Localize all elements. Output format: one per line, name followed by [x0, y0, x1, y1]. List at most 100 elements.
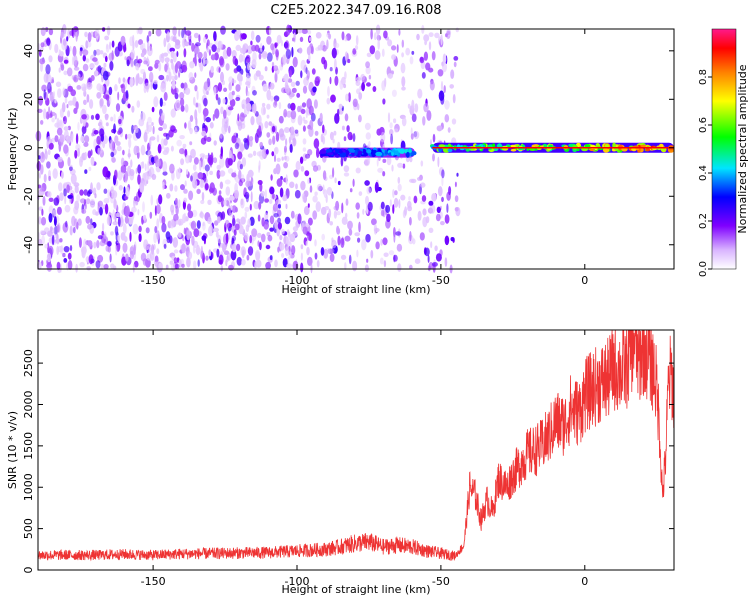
spectrogram-cell	[174, 74, 178, 81]
spectrogram-cell	[172, 237, 178, 248]
spectrogram-cell	[284, 216, 291, 225]
spectrogram-cell	[429, 204, 436, 214]
spectrogram-cell	[237, 151, 243, 160]
spectrogram-cell	[185, 154, 190, 164]
spectrogram-cell	[58, 136, 64, 147]
spectrogram-cell	[231, 50, 237, 59]
spectrogram-cell	[125, 90, 129, 99]
spectrogram-cell	[227, 106, 234, 111]
spectrogram-cell	[352, 48, 357, 55]
spectrogram-cell	[245, 224, 250, 233]
spectrogram-cell	[207, 218, 212, 225]
spectrogram-cell	[66, 104, 69, 109]
spectrogram-cell	[158, 262, 163, 270]
spectrogram-cell	[370, 249, 374, 259]
spectrogram-cell	[272, 203, 279, 212]
spectrogram-cell	[375, 241, 380, 250]
spectrogram-cell	[67, 29, 71, 39]
spectrogram-cell	[252, 90, 257, 96]
spectrogram-cell	[387, 112, 391, 123]
spectrogram-cell	[314, 130, 319, 136]
spectrogram-cell	[48, 205, 54, 215]
spectrogram-cell	[352, 178, 355, 187]
spectrogram-cell	[126, 59, 130, 67]
spectrogram-cell	[255, 70, 261, 77]
spectrogram-cell	[297, 213, 302, 225]
spectrogram-cell	[219, 170, 226, 177]
spectrogram-cell	[58, 67, 61, 73]
spectrogram-cell	[39, 187, 45, 192]
spectrogram-cell	[265, 149, 269, 155]
spectrogram-cell	[48, 28, 54, 36]
spectrogram-cell	[312, 86, 317, 93]
spectrogram-cell	[105, 245, 110, 252]
spectrogram-cell	[97, 235, 103, 240]
spectrogram-cell	[391, 89, 397, 98]
spectrogram-x-tick-label: -100	[285, 274, 310, 287]
spectrogram-cell	[161, 222, 167, 233]
spectrogram-cell	[396, 44, 399, 53]
spectrogram-cell	[443, 85, 446, 94]
spectrogram-cell	[275, 199, 282, 205]
spectrogram-cell	[163, 138, 168, 146]
spectrogram-cell	[111, 40, 115, 48]
tone-cell	[399, 150, 405, 154]
spectrogram-cell	[374, 50, 381, 60]
snr-frame	[37, 329, 675, 571]
spectrogram-cell	[226, 46, 232, 57]
spectrogram-cell	[171, 75, 175, 81]
spectrogram-cell	[48, 212, 53, 223]
spectrogram-cell	[162, 123, 167, 130]
spectrogram-cell	[261, 51, 268, 59]
spectrogram-cell	[370, 28, 373, 40]
spectrogram-cell	[203, 178, 208, 185]
spectrogram-cell	[332, 167, 335, 178]
spectrogram-cell	[134, 126, 139, 134]
spectrogram-cell	[350, 135, 353, 140]
spectrogram-cell	[79, 189, 84, 196]
spectrogram-cell	[376, 128, 382, 136]
spectrogram-cell	[87, 223, 93, 230]
spectrogram-cell	[48, 106, 51, 115]
spectrogram-cell	[352, 133, 356, 142]
spectrogram-cell	[453, 61, 457, 68]
spectrogram-cell	[186, 256, 191, 268]
spectrogram-cell	[104, 203, 109, 215]
spectrogram-cell	[286, 263, 293, 269]
spectrogram-cell	[343, 136, 347, 142]
spectrogram-y-ticks: -40 -20 0 20 40	[22, 44, 674, 254]
spectrogram-cell	[303, 119, 308, 124]
spectrogram-cell	[358, 221, 361, 233]
spectrogram-cell	[183, 188, 188, 194]
spectrogram-cell	[409, 216, 412, 226]
spectrogram-cell	[159, 57, 164, 63]
spectrogram-cell	[390, 133, 393, 145]
spectrogram-cell	[288, 251, 292, 260]
spectrogram-cell	[304, 170, 310, 177]
spectrogram-cell	[75, 133, 79, 145]
spectrogram-cell	[249, 139, 253, 147]
spectrogram-cell	[89, 63, 95, 69]
spectrogram-cell	[201, 213, 204, 219]
spectrogram-cell	[234, 189, 240, 199]
spectrogram-cell	[69, 45, 72, 52]
spectrogram-cell	[72, 45, 77, 57]
spectrogram-cell	[215, 93, 219, 101]
spectrogram-cell	[40, 216, 47, 226]
spectrogram-cell	[285, 174, 288, 185]
spectrogram-cell	[41, 84, 47, 92]
spectrogram-cell	[229, 150, 232, 159]
spectrogram-cell	[365, 66, 371, 75]
spectrogram-cell	[322, 184, 325, 195]
spectrogram-cell	[274, 147, 278, 152]
spectrogram-cell	[175, 220, 181, 225]
spectrogram-cell	[70, 173, 77, 185]
spectrogram-cell	[300, 70, 303, 79]
spectrogram-cell	[291, 87, 297, 94]
spectrogram-cell	[222, 243, 226, 253]
spectrogram-cell	[244, 206, 250, 212]
spectrogram-cell	[121, 172, 125, 178]
spectrogram-cell	[87, 240, 93, 247]
spectrogram-cell	[63, 258, 68, 263]
spectrogram-cell	[295, 183, 298, 190]
